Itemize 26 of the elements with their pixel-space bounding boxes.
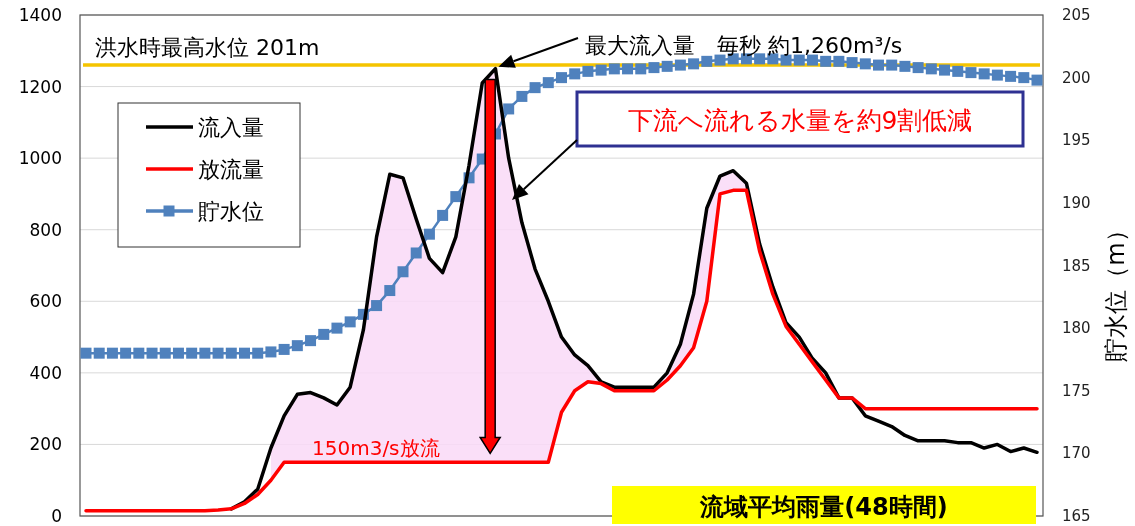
y-tick-label: 0 bbox=[51, 506, 62, 526]
y2-axis-title: 貯水位（m） bbox=[1102, 218, 1130, 362]
y2-tick-label: 180 bbox=[1062, 319, 1091, 338]
y2-tick-label: 205 bbox=[1062, 6, 1091, 24]
legend-label: 放流量 bbox=[198, 157, 264, 182]
annotation: 下流へ流れる水量を約9割低減 bbox=[627, 106, 973, 135]
y2-tick-label: 195 bbox=[1062, 131, 1091, 150]
annotation: 最大流入量 毎秒 約1,260m³/s bbox=[585, 33, 903, 58]
y-tick-label: 400 bbox=[29, 362, 62, 383]
y2-tick-label: 200 bbox=[1062, 68, 1091, 87]
y-tick-label: 1000 bbox=[18, 148, 62, 169]
legend-label: 流入量 bbox=[198, 115, 264, 140]
y-tick-label: 1400 bbox=[18, 5, 62, 25]
y-tick-label: 800 bbox=[29, 219, 62, 240]
y2-tick-label: 185 bbox=[1062, 256, 1091, 275]
ref-line-label: 洪水時最高水位 201m bbox=[95, 35, 320, 60]
y2-tick-label: 175 bbox=[1062, 381, 1091, 400]
y2-tick-label: 190 bbox=[1062, 193, 1091, 212]
y-tick-label: 1200 bbox=[18, 76, 62, 97]
annotation: 150m3/s放流 bbox=[312, 436, 440, 460]
y-tick-label: 600 bbox=[29, 291, 62, 312]
y2-tick-label: 170 bbox=[1062, 444, 1091, 463]
annotation: 流域平均雨量(48時間) bbox=[699, 493, 948, 521]
legend-label: 貯水位 bbox=[198, 199, 264, 224]
y-tick-label: 200 bbox=[29, 434, 62, 455]
y2-tick-label: 165 bbox=[1062, 507, 1091, 525]
